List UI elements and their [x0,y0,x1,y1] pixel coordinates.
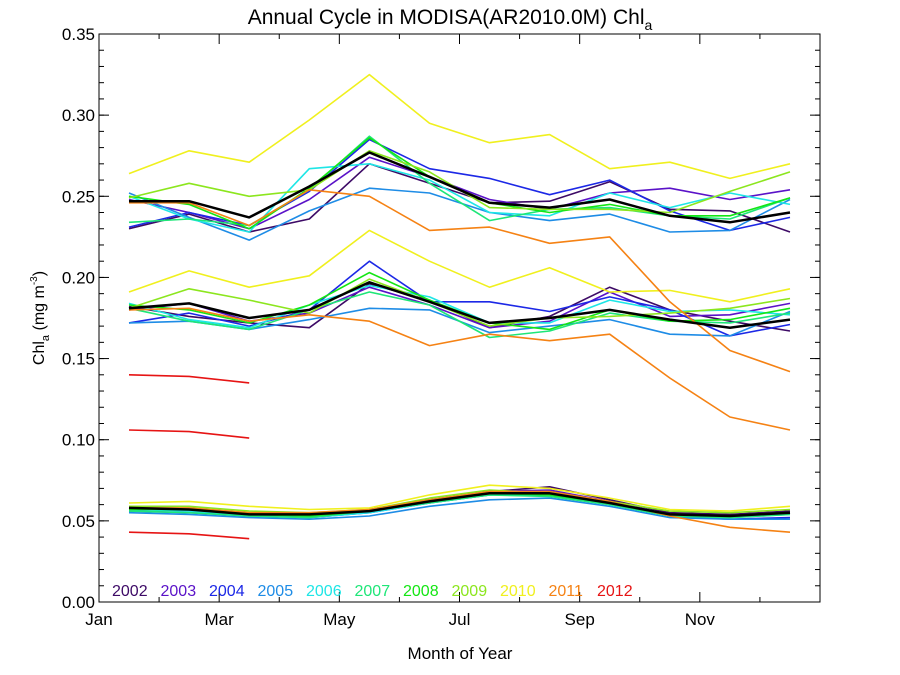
series-line [128,429,250,439]
series-2009 [128,150,791,514]
legend-item: 2010 [500,583,536,600]
series-line [128,283,791,332]
legend-item: 2005 [258,583,294,600]
series-2005 [128,187,791,521]
series-2012 [128,374,250,540]
series-line [128,284,791,329]
y-tick-label: 0.30 [62,106,95,125]
x-axis: Jan Mar May Jul Sep Nov [85,34,761,629]
series-line [128,531,250,540]
x-axis-title: Month of Year [408,644,513,663]
series-line [129,489,791,514]
y-tick-label: 0.00 [62,593,95,612]
legend-item: 2003 [161,583,197,600]
x-tick-label: May [323,610,356,629]
series-line [128,278,791,327]
legend-item: 2006 [306,583,342,600]
series-line [128,494,791,519]
series-line [128,229,791,303]
legend-item: 2007 [355,583,391,600]
legend-item: 2012 [597,583,633,600]
x-tick-label: Jul [449,610,471,629]
series-line [128,307,791,431]
y-tick-label: 0.10 [62,431,95,450]
series-line [129,189,791,373]
legend-item: 2004 [209,583,245,600]
x-tick-label: Jan [85,610,112,629]
y-axis-title: Chla (mg m-3) [29,271,52,365]
chart-title: Annual Cycle in MODISA(AR2010.0M) Chla [248,6,653,33]
series-2010 [128,73,791,512]
y-axis: 0.00 0.05 0.10 0.15 0.20 0.25 0.30 0.35 [62,25,820,612]
legend-item: 2009 [452,583,488,600]
series-line [129,490,791,533]
series-line [128,138,791,232]
y-tick-label: 0.05 [62,512,95,531]
series-layer [128,73,791,540]
series-line [128,484,791,512]
x-tick-label: Mar [205,610,235,629]
series-line [129,151,791,224]
series-line [128,137,791,230]
legend-item: 2008 [403,583,439,600]
series-line [128,492,791,518]
series-line [128,163,791,233]
series-line [128,73,791,180]
legend: 2002 2003 2004 2005 2006 2007 2008 2009 2010 2011… [112,583,633,600]
y-tick-label: 0.35 [62,25,95,44]
y-tick-label: 0.25 [62,187,95,206]
y-tick-label: 0.15 [62,350,95,369]
series-line [128,260,791,337]
series-mean [128,151,791,518]
series-line [128,281,791,329]
legend-item: 2011 [549,583,584,600]
x-tick-label: Nov [685,610,716,629]
y-tick-label: 0.20 [62,268,95,287]
x-tick-label: Sep [565,610,595,629]
legend-item: 2002 [112,583,148,600]
series-line [128,374,250,384]
series-2011 [128,189,791,533]
series-line [128,156,791,230]
